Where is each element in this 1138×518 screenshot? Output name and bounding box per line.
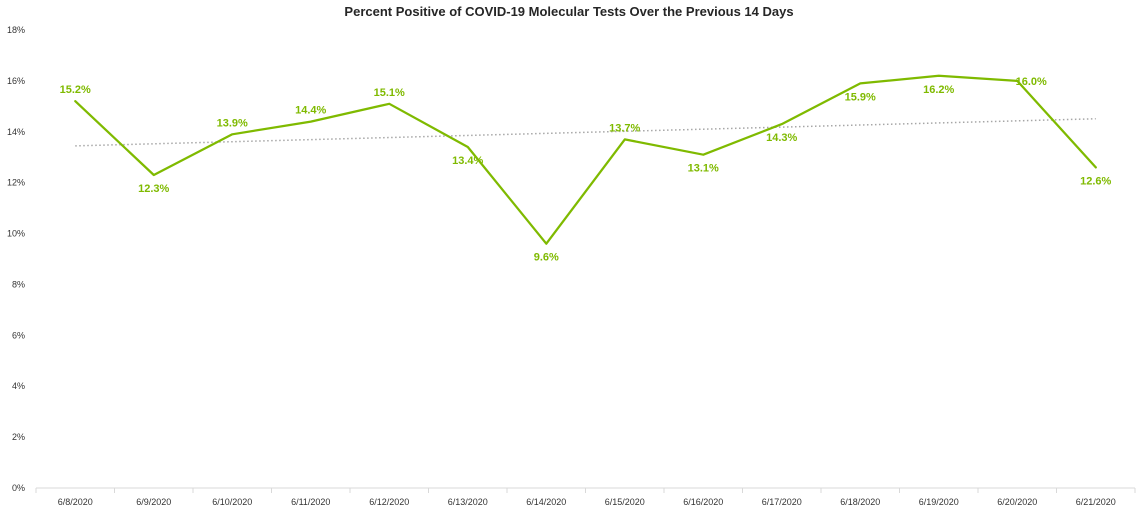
x-tick-label: 6/12/2020: [369, 497, 409, 507]
y-tick-label: 0%: [12, 483, 25, 493]
data-label: 16.2%: [923, 84, 954, 96]
y-tick-label: 14%: [7, 127, 25, 137]
y-tick-label: 18%: [7, 25, 25, 35]
chart-title: Percent Positive of COVID-19 Molecular T…: [344, 4, 794, 19]
y-tick-label: 6%: [12, 330, 25, 340]
data-label: 16.0%: [1016, 76, 1047, 88]
y-tick-label: 2%: [12, 432, 25, 442]
data-label: 13.1%: [688, 163, 719, 175]
x-tick-label: 6/14/2020: [526, 497, 566, 507]
data-label: 13.7%: [609, 122, 640, 134]
data-label: 12.3%: [138, 183, 169, 195]
data-label: 13.4%: [452, 155, 483, 167]
x-tick-label: 6/8/2020: [58, 497, 93, 507]
data-label: 15.2%: [60, 84, 91, 96]
data-label: 13.9%: [217, 117, 248, 129]
x-tick-label: 6/19/2020: [919, 497, 959, 507]
x-tick-label: 6/17/2020: [762, 497, 802, 507]
x-tick-label: 6/11/2020: [291, 497, 330, 507]
y-tick-label: 4%: [12, 381, 25, 391]
data-label: 14.3%: [766, 132, 797, 144]
data-label: 15.9%: [845, 91, 876, 103]
x-tick-label: 6/9/2020: [136, 497, 171, 507]
x-tick-label: 6/10/2020: [212, 497, 252, 507]
data-label: 14.4%: [295, 105, 326, 117]
y-tick-label: 12%: [7, 178, 25, 188]
x-tick-label: 6/20/2020: [997, 497, 1037, 507]
data-label: 9.6%: [534, 252, 559, 264]
data-label: 12.6%: [1080, 175, 1111, 187]
y-tick-label: 16%: [7, 76, 25, 86]
x-tick-label: 6/21/2020: [1076, 497, 1116, 507]
x-tick-label: 6/13/2020: [448, 497, 488, 507]
y-tick-label: 8%: [12, 279, 25, 289]
x-tick-label: 6/15/2020: [605, 497, 645, 507]
x-tick-label: 6/16/2020: [683, 497, 723, 507]
y-tick-label: 10%: [7, 229, 25, 239]
x-tick-label: 6/18/2020: [840, 497, 880, 507]
series-line: [74, 74, 1097, 245]
data-label: 15.1%: [374, 87, 405, 99]
